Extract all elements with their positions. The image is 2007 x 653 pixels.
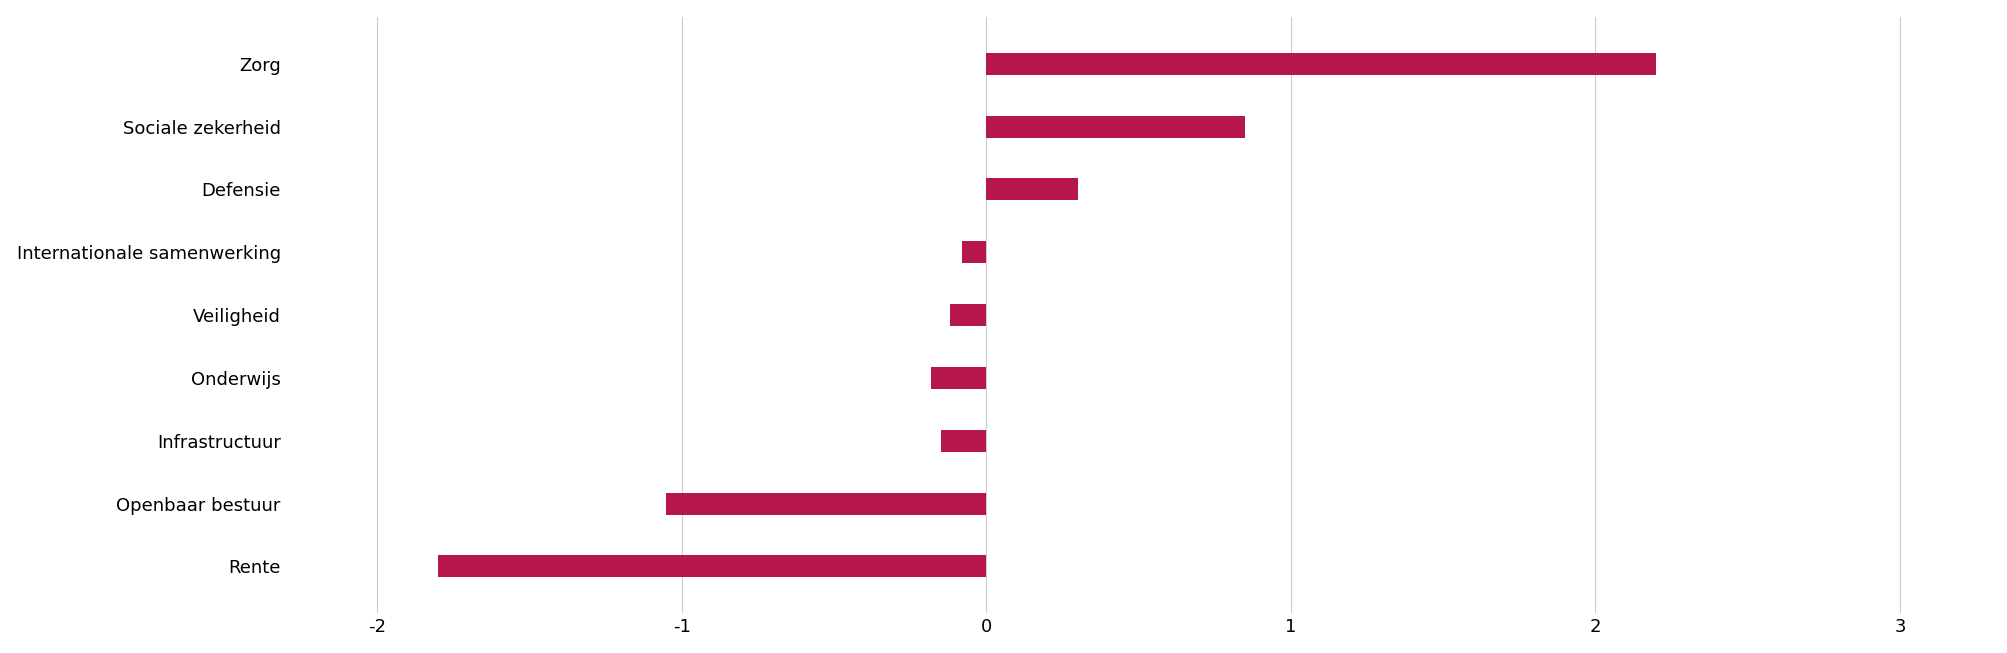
Bar [939, 430, 985, 452]
Bar [985, 116, 1244, 138]
Bar [985, 53, 1656, 75]
Bar [961, 241, 985, 263]
Bar [985, 178, 1078, 200]
Bar [666, 492, 985, 515]
Bar [949, 304, 985, 326]
Bar [931, 367, 985, 389]
Bar [438, 555, 985, 577]
